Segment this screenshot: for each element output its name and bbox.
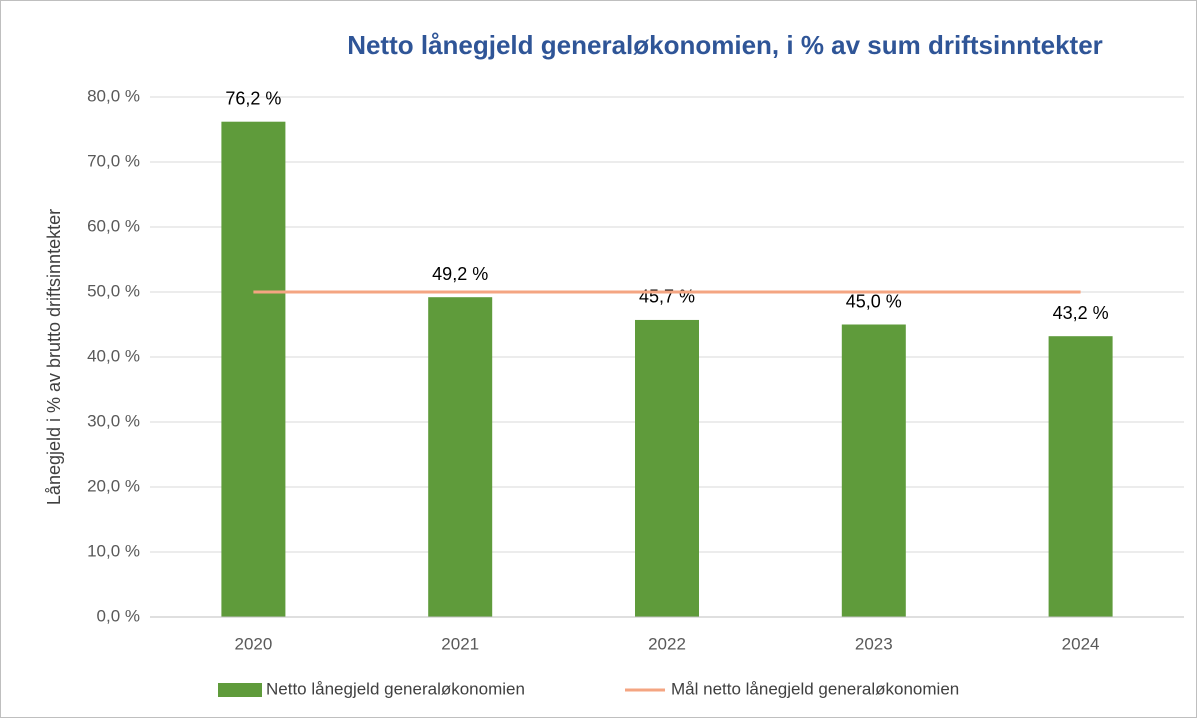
data-label: 45,7 % [639,287,695,307]
legend-label: Netto lånegjeld generaløkonomien [266,679,525,698]
y-tick-label: 10,0 % [87,541,140,560]
x-tick-label: 2020 [234,634,272,653]
bar [1048,336,1113,617]
data-label: 45,0 % [846,291,902,311]
chart-title: Netto lånegjeld generaløkonomien, i % av… [347,30,1103,60]
y-tick-label: 80,0 % [87,86,140,105]
bar [221,121,286,617]
bar [841,324,906,617]
y-tick-label: 60,0 % [87,216,140,235]
legend-swatch [218,683,262,697]
bar [635,319,699,617]
bar [428,297,493,617]
y-tick-label: 40,0 % [87,346,140,365]
data-label: 49,2 % [432,264,488,284]
y-axis-label: Lånegjeld i % av brutto driftsinntekter [44,209,64,505]
data-label: 43,2 % [1053,303,1109,323]
y-tick-label: 20,0 % [87,476,140,495]
y-tick-label: 50,0 % [87,281,140,300]
y-tick-label: 0,0 % [97,606,140,625]
x-tick-label: 2021 [441,634,479,653]
data-label: 76,2 % [225,88,281,108]
legend-label: Mål netto lånegjeld generaløkonomien [671,679,959,698]
y-tick-label: 70,0 % [87,151,140,170]
y-tick-label: 30,0 % [87,411,140,430]
x-tick-label: 2024 [1062,634,1100,653]
x-tick-label: 2023 [855,634,893,653]
x-tick-label: 2022 [648,634,686,653]
